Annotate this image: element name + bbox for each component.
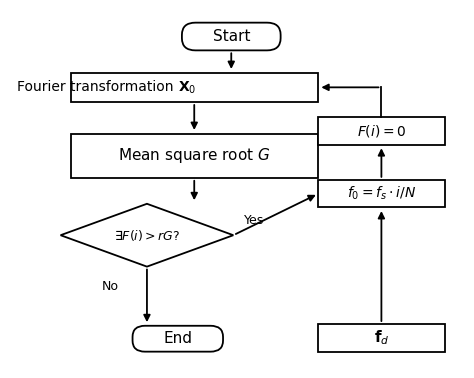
Bar [318, 180, 445, 208]
Text: $f_0 = f_s \cdot i / N$: $f_0 = f_s \cdot i / N$ [347, 185, 416, 202]
Text: End: End [164, 331, 192, 346]
Bar [318, 117, 445, 145]
Text: $F(i) = 0$: $F(i) = 0$ [356, 123, 406, 139]
Text: $\mathbf{f}_d$: $\mathbf{f}_d$ [374, 328, 389, 347]
Text: Fourier transformation: Fourier transformation [17, 81, 178, 94]
Polygon shape [61, 204, 233, 266]
Text: $\mathbf{X}_0$: $\mathbf{X}_0$ [178, 79, 197, 96]
Text: Start: Start [212, 29, 250, 44]
Bar [71, 73, 318, 102]
FancyBboxPatch shape [182, 23, 281, 50]
FancyBboxPatch shape [133, 326, 223, 352]
Bar [71, 133, 318, 178]
Text: $\exists F(i) > rG$?: $\exists F(i) > rG$? [114, 228, 180, 243]
Bar [318, 324, 445, 352]
Text: Mean square root $G$: Mean square root $G$ [118, 146, 271, 165]
Text: No: No [101, 280, 118, 293]
Text: Yes: Yes [244, 214, 264, 227]
